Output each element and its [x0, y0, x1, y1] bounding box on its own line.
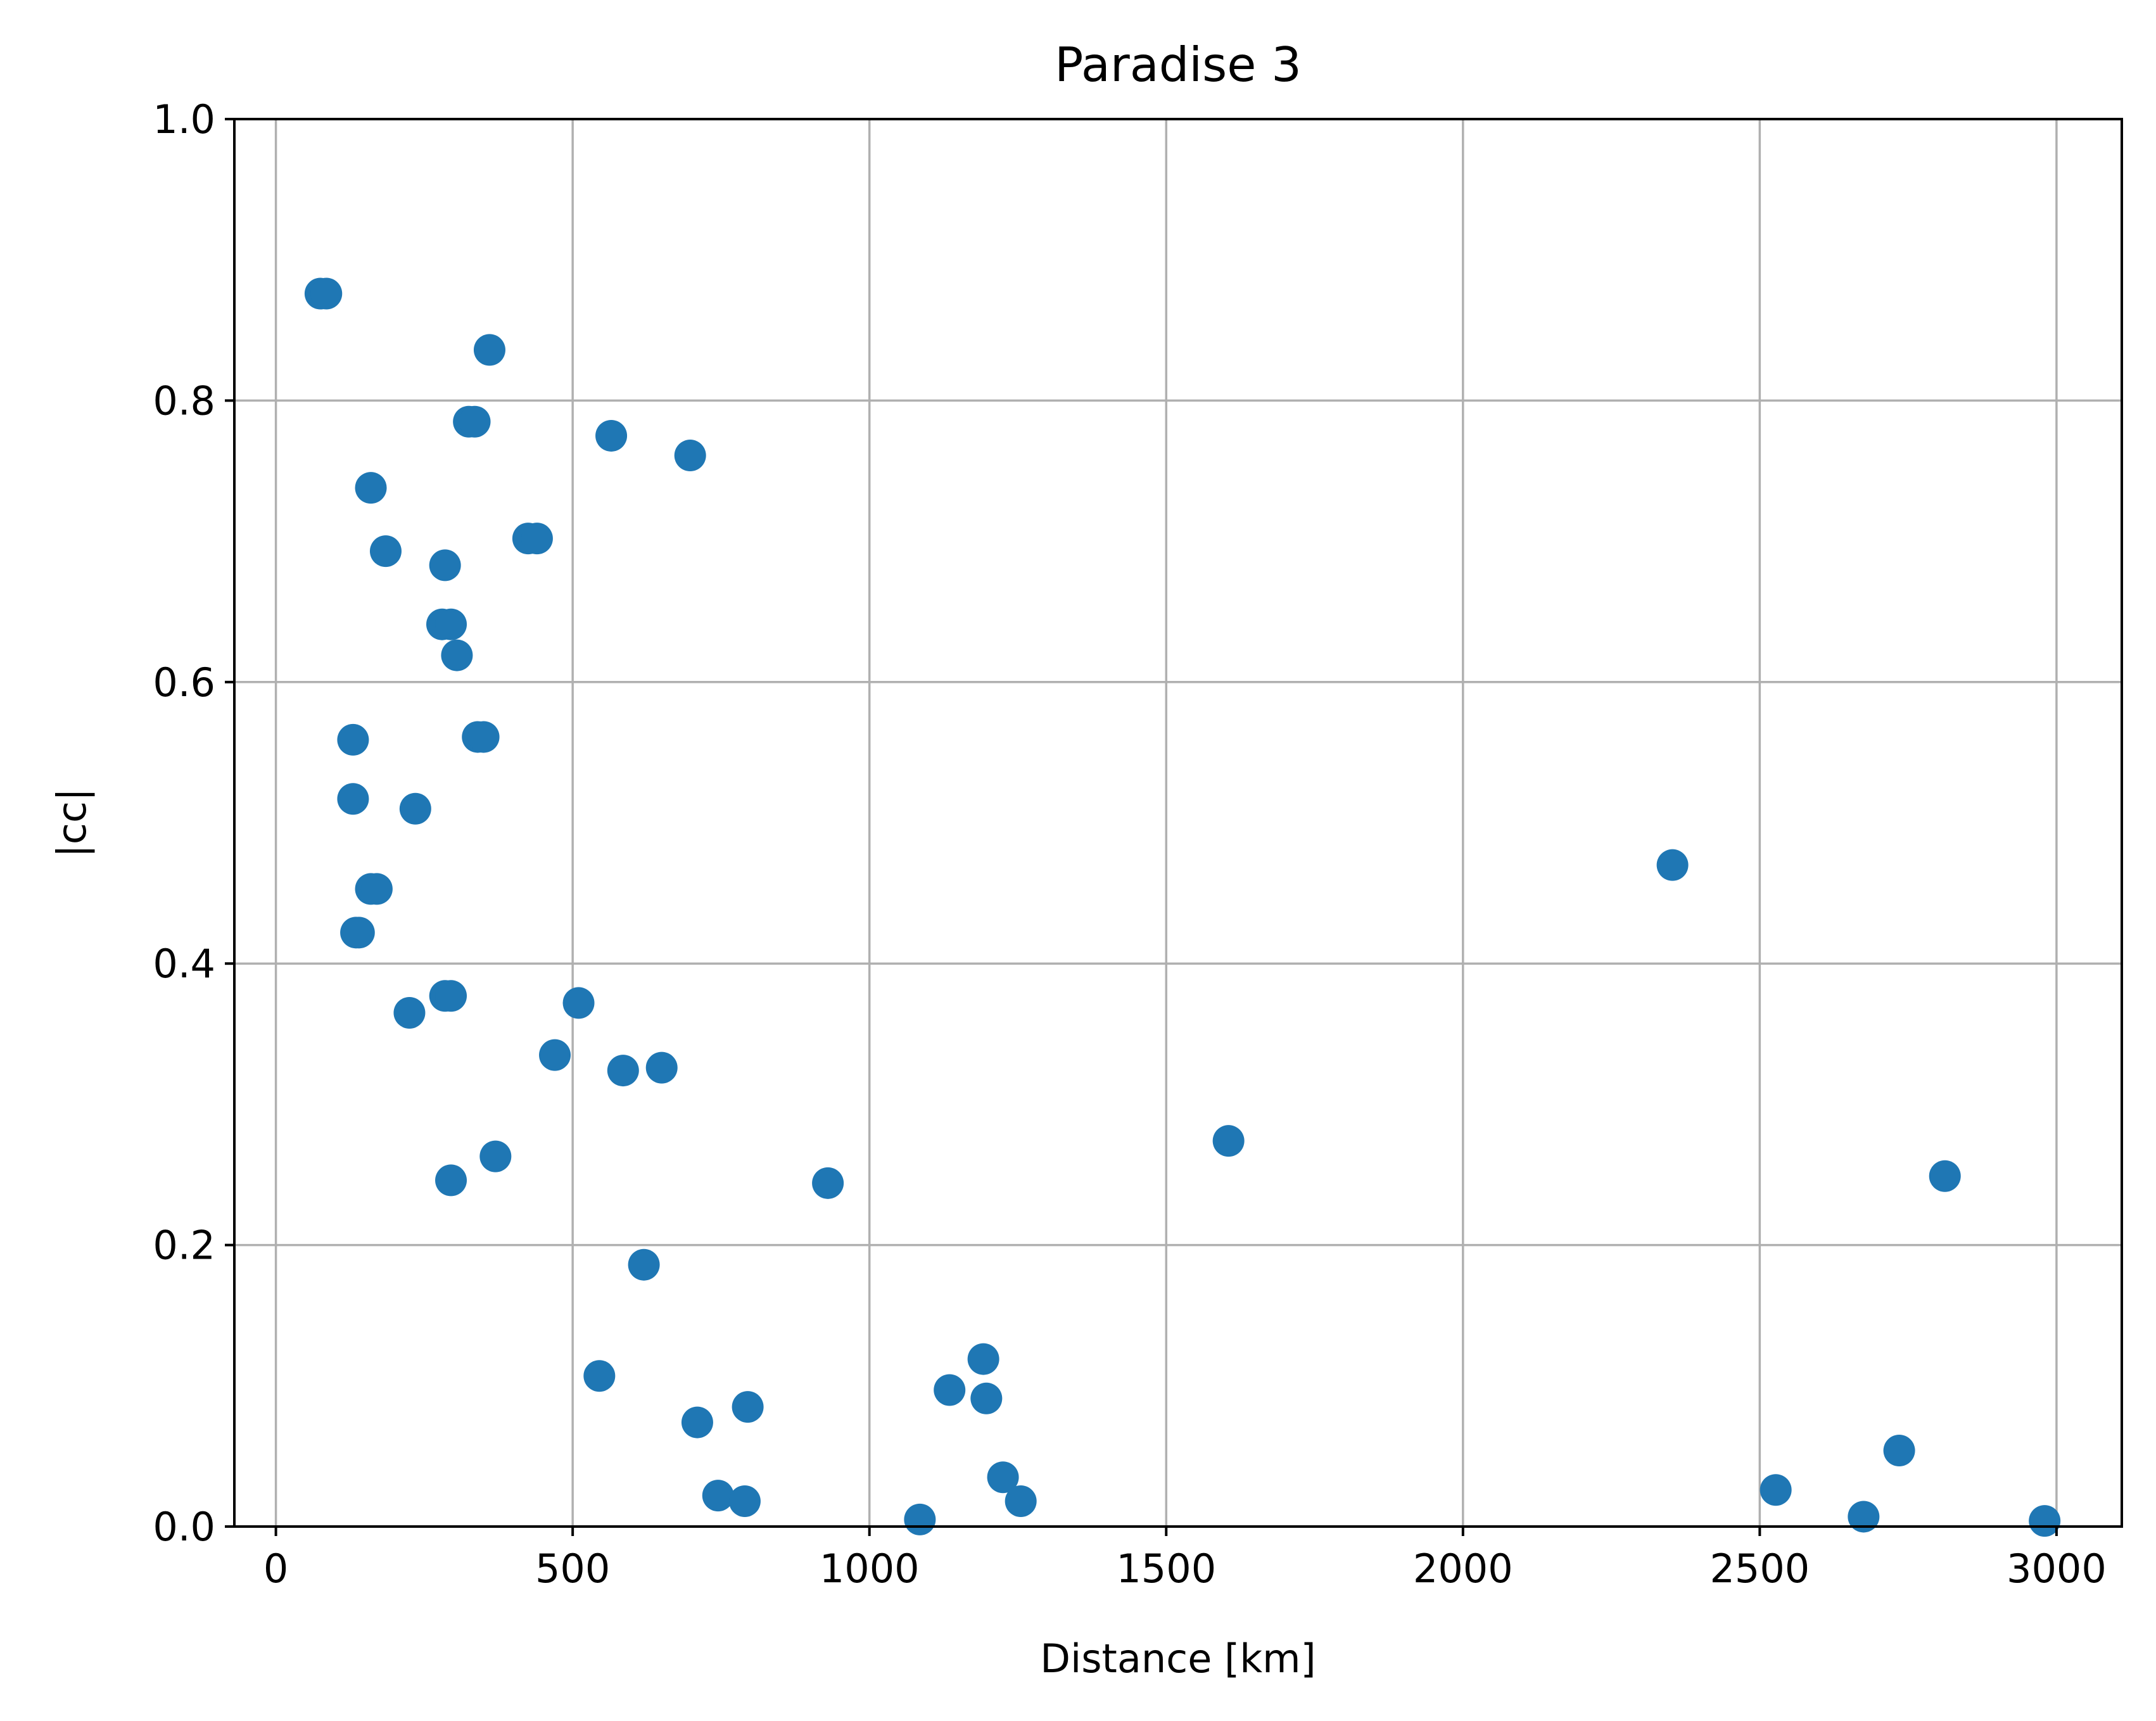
- scatter-point: [1212, 1125, 1245, 1157]
- scatter-point: [1929, 1160, 1961, 1192]
- y-tick-label: 0.8: [153, 378, 215, 424]
- scatter-point: [441, 639, 473, 671]
- scatter-point: [674, 440, 706, 472]
- scatter-point: [360, 873, 393, 905]
- scatter-point: [970, 1382, 1003, 1414]
- scatter-point: [1656, 849, 1689, 881]
- scatter-point: [1760, 1474, 1792, 1506]
- scatter-point: [967, 1343, 999, 1375]
- x-tick-label: 1000: [820, 1546, 920, 1592]
- scatter-point: [681, 1406, 713, 1438]
- scatter-point: [595, 419, 628, 452]
- scatter-point: [337, 783, 369, 815]
- scatter-point: [459, 405, 491, 438]
- scatter-point: [732, 1391, 764, 1423]
- scatter-point: [934, 1374, 966, 1406]
- scatter-point: [369, 535, 402, 568]
- scatter-point: [1848, 1501, 1880, 1533]
- y-tick-label: 0.2: [153, 1222, 215, 1269]
- scatter-point: [562, 987, 595, 1019]
- scatter-point: [2029, 1505, 2061, 1537]
- scatter-point: [310, 277, 343, 310]
- scatter-point: [628, 1248, 660, 1281]
- scatter-point: [1883, 1435, 1915, 1467]
- scatter-point: [1005, 1485, 1037, 1518]
- y-tick-label: 1.0: [153, 96, 215, 143]
- scatter-point: [728, 1485, 761, 1518]
- scatter-point: [702, 1480, 734, 1512]
- x-axis-label: Distance [km]: [1040, 1635, 1316, 1682]
- scatter-point: [521, 523, 553, 555]
- y-tick-label: 0.6: [153, 659, 215, 706]
- scatter-point: [429, 549, 461, 581]
- scatter-point: [355, 472, 387, 504]
- scatter-point: [467, 721, 500, 753]
- x-tick-label: 3000: [2007, 1546, 2107, 1592]
- chart-title: Paradise 3: [1055, 37, 1302, 92]
- scatter-point: [479, 1140, 512, 1172]
- x-tick-label: 500: [535, 1546, 610, 1592]
- scatter-point: [337, 723, 369, 756]
- y-tick-label: 0.4: [153, 941, 215, 987]
- y-axis-label: |cc|: [49, 788, 96, 858]
- scatter-point: [399, 792, 431, 825]
- scatter-point: [812, 1167, 844, 1199]
- scatter-point: [343, 917, 375, 949]
- scatter-point: [435, 980, 467, 1012]
- scatter-point: [904, 1503, 936, 1535]
- scatter-point: [473, 334, 505, 366]
- x-tick-label: 2500: [1709, 1546, 1810, 1592]
- y-tick-label: 0.0: [153, 1504, 215, 1550]
- scatter-point: [539, 1039, 571, 1071]
- scatter-point: [435, 1164, 467, 1197]
- axis-ticks: 0 500 1000 1500 2000 2500 3000 0.0 0.2 0.4 0.6 0.8 1…: [153, 96, 2106, 1592]
- data-points: [304, 277, 2061, 1537]
- x-tick-label: 0: [263, 1546, 288, 1592]
- scatter-point: [583, 1360, 616, 1392]
- plot-frame: [233, 118, 2123, 1528]
- x-tick-label: 1500: [1116, 1546, 1216, 1592]
- x-tick-label: 2000: [1413, 1546, 1513, 1592]
- scatter-point: [645, 1051, 678, 1084]
- scatter-point: [393, 996, 426, 1029]
- scatter-point: [987, 1461, 1019, 1494]
- scatter-point: [607, 1055, 639, 1087]
- scatter-point: [435, 608, 467, 640]
